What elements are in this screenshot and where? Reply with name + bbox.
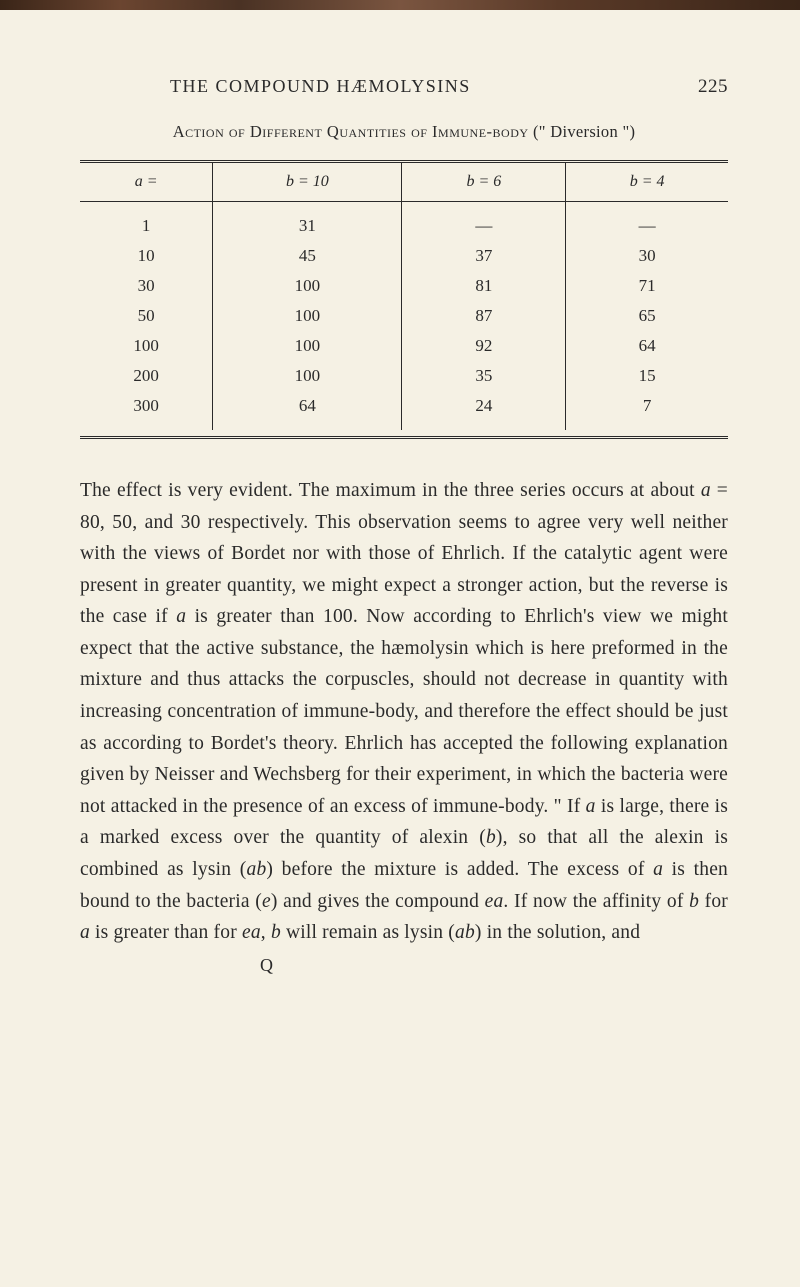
page-top-edge <box>0 0 800 10</box>
table-row: 200 100 35 15 <box>80 361 728 391</box>
text-segment: , <box>261 922 271 943</box>
table-cell: 71 <box>566 271 728 301</box>
italic-var: a <box>80 922 90 943</box>
italic-var: ab <box>455 922 475 943</box>
italic-var: a <box>586 796 596 817</box>
table-cell: 100 <box>213 361 402 391</box>
text-segment: for <box>699 891 728 912</box>
table-row: 10 45 37 30 <box>80 241 728 271</box>
table-row: 1 31 — — <box>80 202 728 242</box>
table-cell: 100 <box>213 331 402 361</box>
table-cell: 31 <box>213 202 402 242</box>
data-table-wrapper: a = b = 10 b = 6 b = 4 1 31 — — 10 45 37… <box>80 160 728 439</box>
table-header: b = 6 <box>402 163 566 202</box>
table-header: b = 4 <box>566 163 728 202</box>
table-cell: 1 <box>80 202 213 242</box>
italic-var: ea <box>485 891 504 912</box>
table-cell: 45 <box>213 241 402 271</box>
text-segment: will remain as lysin ( <box>281 922 455 943</box>
table-cell: 64 <box>566 331 728 361</box>
text-segment: The effect is very evident. The maximum … <box>80 480 701 501</box>
text-segment: is greater than for <box>90 922 242 943</box>
table-cell: 87 <box>402 301 566 331</box>
table-cell: 100 <box>213 301 402 331</box>
running-title: THE COMPOUND HÆMOLYSINS <box>170 76 471 97</box>
caption-prefix: Action of Different Quantities of Immune… <box>173 122 529 141</box>
table-row: 50 100 87 65 <box>80 301 728 331</box>
italic-var: a <box>653 859 663 880</box>
table-cell: 50 <box>80 301 213 331</box>
table-caption: Action of Different Quantities of Immune… <box>80 122 728 142</box>
table-header-row: a = b = 10 b = 6 b = 4 <box>80 163 728 202</box>
italic-var: b <box>689 891 699 912</box>
italic-var: b <box>271 922 281 943</box>
table-cell: 65 <box>566 301 728 331</box>
table-row: 100 100 92 64 <box>80 331 728 361</box>
table-cell: 7 <box>566 391 728 430</box>
table-cell: — <box>566 202 728 242</box>
text-segment: . If now the affinity of <box>503 891 689 912</box>
table-header: a = <box>80 163 213 202</box>
table-cell: 30 <box>566 241 728 271</box>
table-cell: 37 <box>402 241 566 271</box>
text-segment: ) and gives the compound <box>271 891 485 912</box>
table-row: 300 64 24 7 <box>80 391 728 430</box>
table-cell: 30 <box>80 271 213 301</box>
body-paragraph: The effect is very evident. The maximum … <box>80 475 728 949</box>
text-segment: ) in the solution, and <box>475 922 640 943</box>
table-header: b = 10 <box>213 163 402 202</box>
table-cell: 10 <box>80 241 213 271</box>
signature-mark: Q <box>260 955 728 976</box>
table-cell: 300 <box>80 391 213 430</box>
table-cell: 100 <box>213 271 402 301</box>
italic-var: a <box>701 480 711 501</box>
table-cell: 35 <box>402 361 566 391</box>
table-cell: 92 <box>402 331 566 361</box>
table-cell: 200 <box>80 361 213 391</box>
table-row: 30 100 81 71 <box>80 271 728 301</box>
table-cell: 24 <box>402 391 566 430</box>
page-number: 225 <box>698 76 728 98</box>
table-cell: 15 <box>566 361 728 391</box>
page-header: THE COMPOUND HÆMOLYSINS 225 <box>80 76 728 98</box>
table-cell: 64 <box>213 391 402 430</box>
table-cell: — <box>402 202 566 242</box>
diversion-table: a = b = 10 b = 6 b = 4 1 31 — — 10 45 37… <box>80 163 728 430</box>
italic-var: b <box>486 827 496 848</box>
italic-var: ea <box>242 922 261 943</box>
italic-var: ab <box>247 859 267 880</box>
italic-var: e <box>262 891 271 912</box>
text-segment: is greater than 100. Now according to Eh… <box>80 606 728 816</box>
italic-var: a <box>176 606 186 627</box>
table-cell: 100 <box>80 331 213 361</box>
table-cell: 81 <box>402 271 566 301</box>
caption-suffix: (" Diversion ") <box>533 122 635 141</box>
text-segment: ) before the mixture is added. The exces… <box>266 859 653 880</box>
